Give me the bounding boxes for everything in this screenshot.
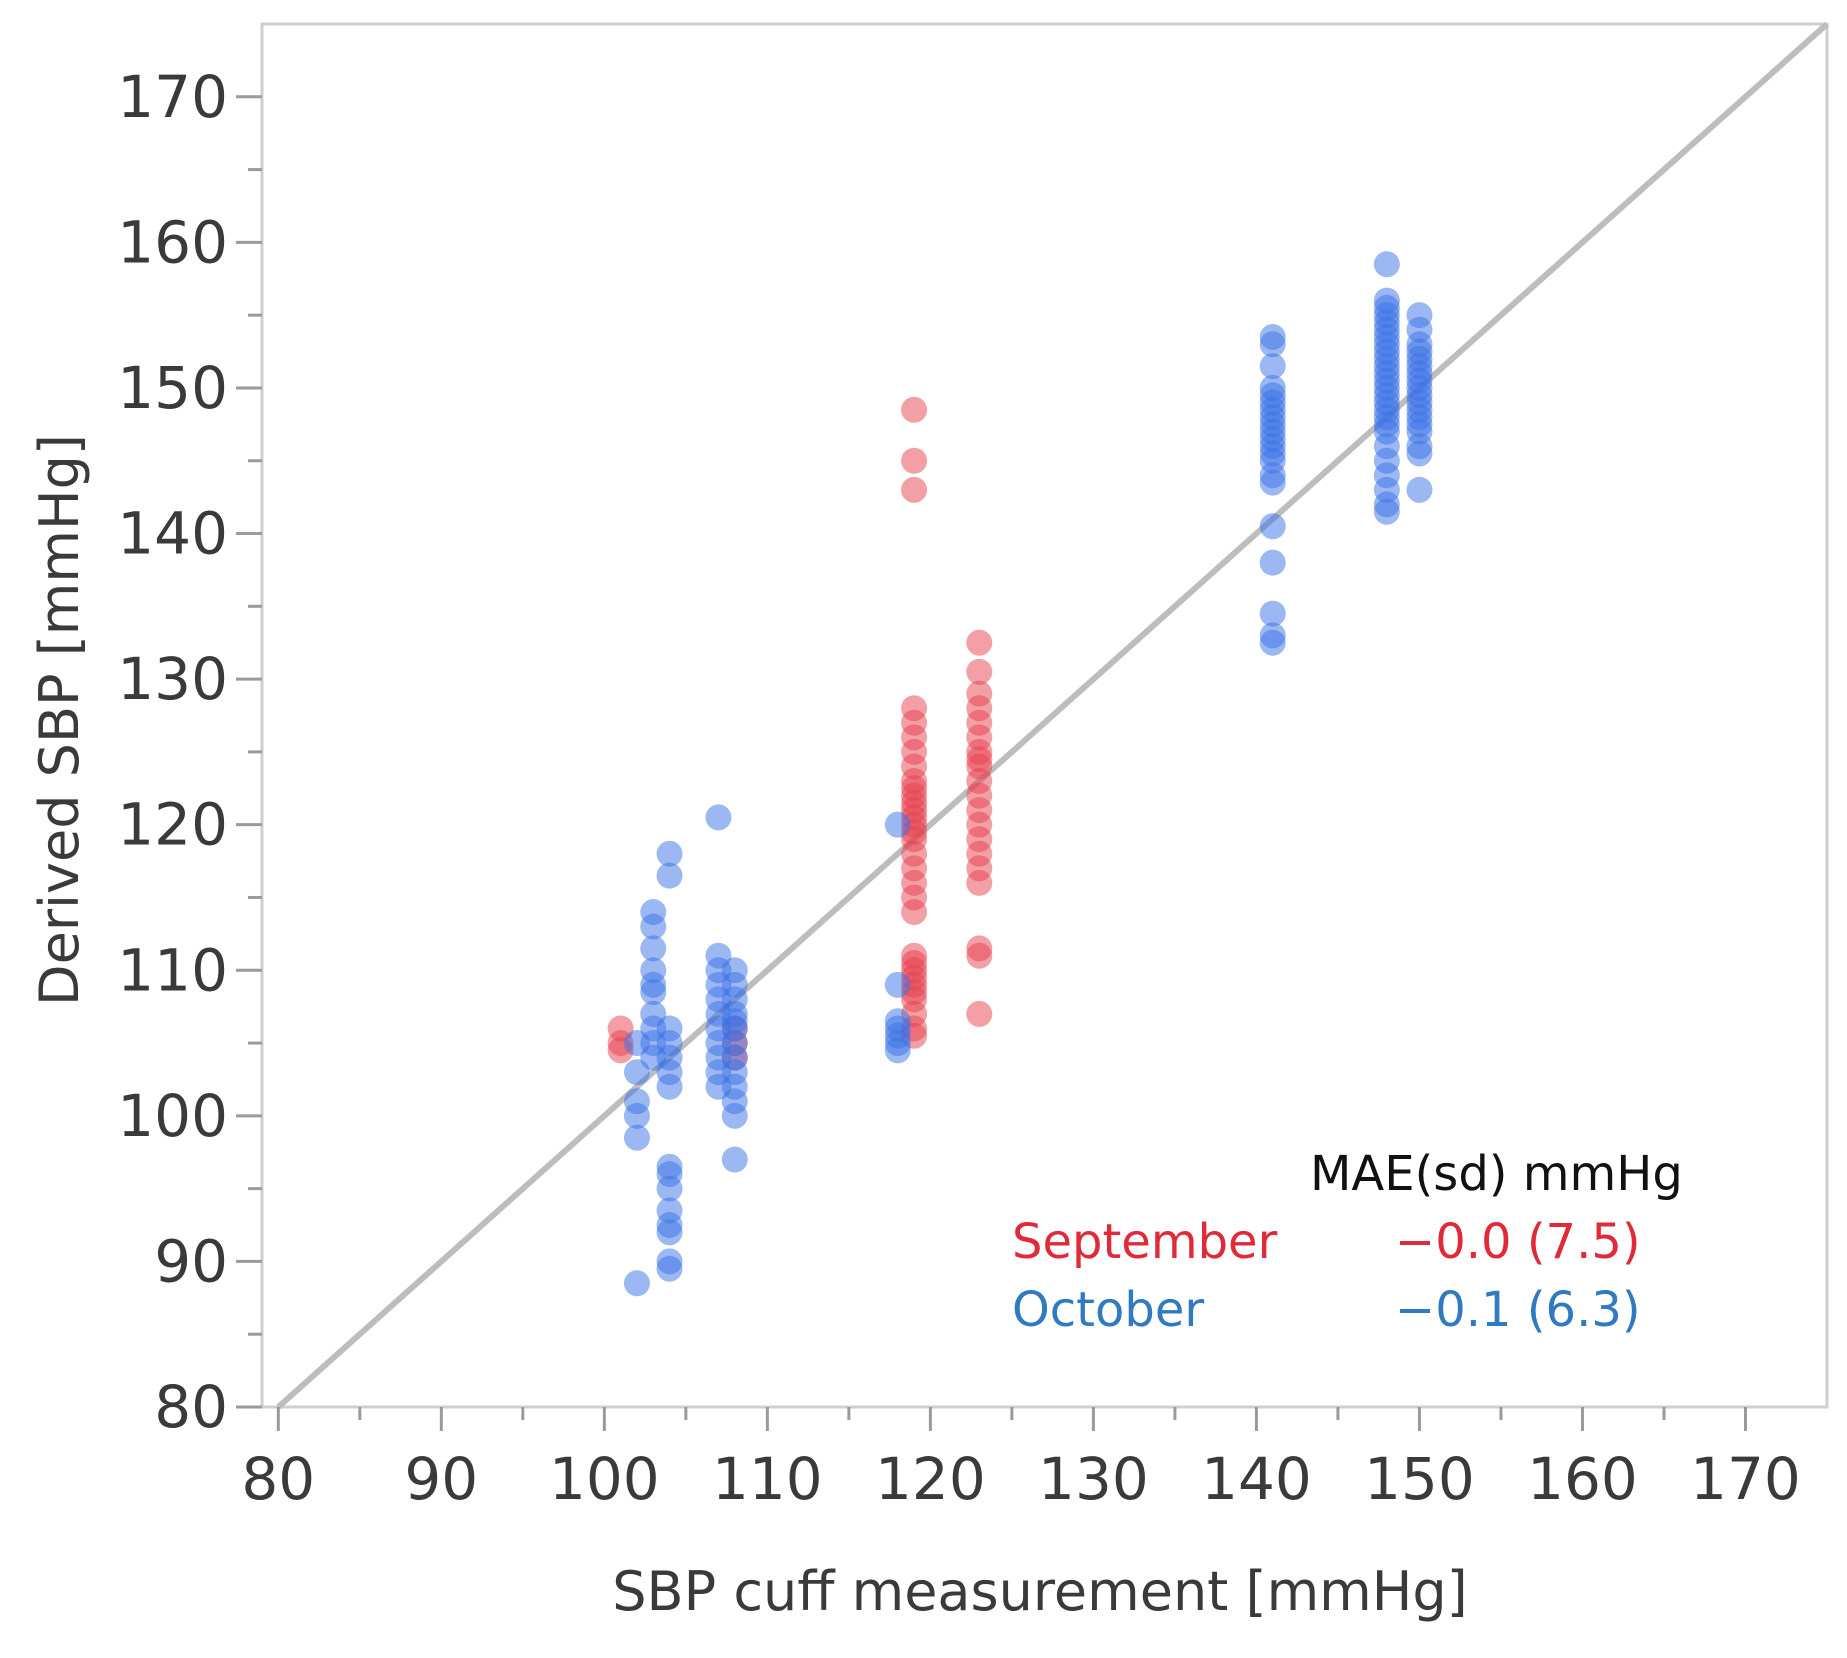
october-point (721, 1146, 748, 1173)
september-point (901, 396, 928, 423)
october-point (884, 1037, 911, 1064)
legend-september-value: −0.0 (7.5) (1395, 1214, 1641, 1270)
october-point (1406, 440, 1433, 467)
x-tick-label: 100 (549, 1445, 660, 1513)
october-point (1373, 498, 1400, 525)
september-point (901, 899, 928, 926)
legend-october-value: −0.1 (6.3) (1395, 1282, 1641, 1338)
october-point (1259, 353, 1286, 380)
y-tick-label: 110 (117, 936, 228, 1004)
y-tick-label: 150 (117, 354, 228, 422)
october-point (656, 1073, 683, 1100)
legend-header: MAE(sd) mmHg (1310, 1146, 1683, 1202)
october-point (1259, 513, 1286, 540)
october-point (623, 1102, 650, 1129)
x-tick-label: 150 (1364, 1445, 1475, 1513)
october-point (1373, 251, 1400, 278)
legend-october-label: October (1012, 1282, 1204, 1338)
september-point (901, 476, 928, 503)
october-point (1259, 469, 1286, 496)
october-point (884, 811, 911, 838)
y-tick-label: 140 (117, 500, 228, 568)
october-point (640, 979, 667, 1006)
x-axis-title: SBP cuff measurement [mmHg] (612, 1560, 1467, 1623)
identity-line (276, 21, 1829, 1410)
october-point (884, 971, 911, 998)
september-point (901, 447, 928, 474)
october-point (1259, 331, 1286, 358)
y-tick-label: 130 (117, 645, 228, 713)
september-point (966, 942, 993, 969)
october-point (1406, 476, 1433, 503)
y-tick-label: 90 (154, 1227, 228, 1295)
legend-september-label: September (1012, 1214, 1278, 1270)
october-point (623, 1124, 650, 1151)
y-tick-label: 100 (117, 1082, 228, 1150)
identity-line-layer (276, 21, 1829, 1410)
x-tick-label: 140 (1201, 1445, 1312, 1513)
x-tick-label: 80 (241, 1445, 315, 1513)
october-point (656, 862, 683, 889)
october-point (656, 1219, 683, 1246)
september-point (966, 629, 993, 656)
october-point (656, 1255, 683, 1282)
september-point (966, 658, 993, 685)
series-october (623, 251, 1433, 1297)
y-tick-label: 80 (154, 1373, 228, 1441)
y-tick-label: 170 (117, 63, 228, 131)
y-axis: 80 90 100 110 120 130 140 150 160 170 (117, 63, 262, 1441)
y-axis-title: Derived SBP [mmHg] (28, 434, 91, 1006)
october-point (705, 804, 732, 831)
october-point (640, 913, 667, 940)
october-point (656, 1175, 683, 1202)
y-tick-label: 120 (117, 791, 228, 859)
x-tick-label: 90 (404, 1445, 478, 1513)
x-tick-label: 110 (712, 1445, 823, 1513)
october-point (1259, 600, 1286, 627)
october-point (1259, 629, 1286, 656)
x-tick-label: 170 (1690, 1445, 1801, 1513)
data-points (607, 251, 1433, 1297)
x-tick-label: 120 (875, 1445, 986, 1513)
x-axis: 80 90 100 110 120 130 140 150 160 170 (241, 1407, 1801, 1513)
y-tick-label: 160 (117, 208, 228, 276)
september-point (966, 1000, 993, 1027)
october-point (623, 1270, 650, 1297)
october-point (640, 935, 667, 962)
legend: MAE(sd) mmHg September −0.0 (7.5) Octobe… (1012, 1146, 1683, 1338)
x-tick-label: 160 (1527, 1445, 1638, 1513)
october-point (721, 1102, 748, 1129)
september-point (966, 869, 993, 896)
x-tick-label: 130 (1038, 1445, 1149, 1513)
october-point (656, 840, 683, 867)
october-point (1259, 549, 1286, 576)
